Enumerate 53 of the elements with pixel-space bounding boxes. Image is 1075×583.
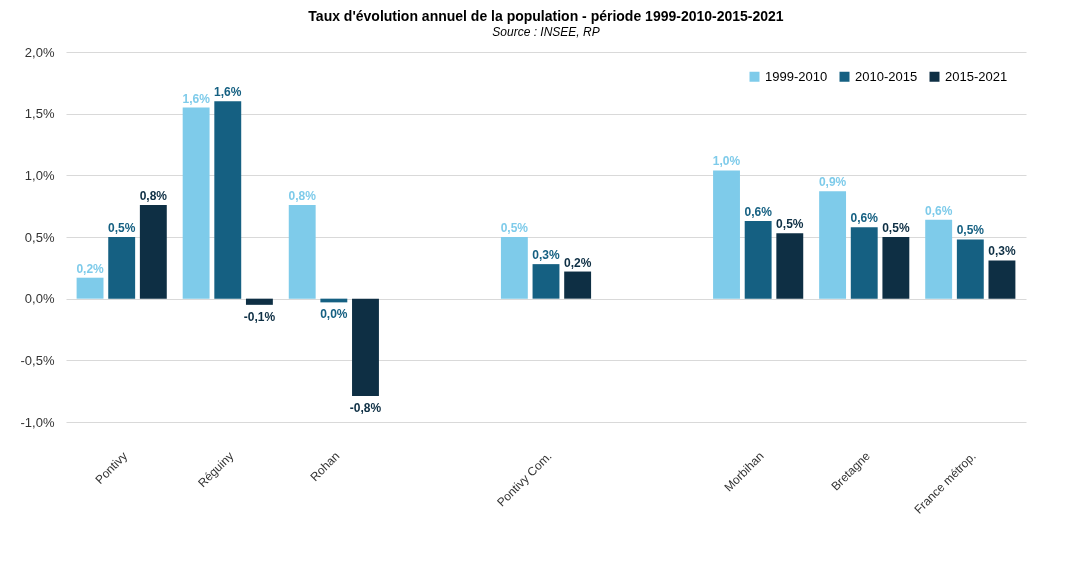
chart-subtitle: Source : INSEE, RP [492, 25, 600, 39]
bar [288, 204, 316, 299]
bar [352, 298, 379, 397]
y-tick-label: -0,5% [20, 352, 55, 368]
data-label: -0,1% [243, 309, 276, 324]
data-label: 1,6% [182, 91, 211, 106]
legend-label: 2015-2021 [945, 68, 1008, 84]
y-tick-label: 0,0% [24, 291, 55, 307]
bar [925, 219, 953, 299]
y-tick-label: 1,0% [24, 167, 55, 183]
bar [882, 237, 910, 299]
data-label: 0,5% [882, 221, 910, 235]
data-label: 0,0% [320, 307, 348, 322]
bar [744, 220, 772, 299]
data-label: 0,3% [532, 248, 560, 263]
y-tick-label: -1,0% [20, 414, 55, 430]
chart-title: Taux d'évolution annuel de la population - période 1999-2010-2015-2021 [308, 8, 784, 24]
data-label: 0,5% [500, 221, 529, 235]
bar [819, 191, 847, 299]
bar [532, 264, 560, 299]
data-label: 0,5% [956, 223, 985, 238]
y-tick-label: 1,5% [24, 106, 55, 122]
data-label: 0,2% [563, 255, 592, 270]
data-label: 0,5% [776, 217, 804, 232]
bar [776, 233, 804, 299]
data-label: 0,3% [988, 244, 1016, 259]
bar [139, 204, 167, 299]
data-label: 0,5% [108, 221, 136, 235]
bar [214, 101, 242, 299]
y-tick-label: 2,0% [24, 44, 55, 60]
bar [713, 170, 740, 299]
data-label: 0,2% [76, 261, 105, 276]
data-label: 0,6% [744, 204, 773, 219]
bar [500, 237, 528, 299]
bar [564, 271, 592, 299]
bar [850, 227, 878, 299]
bar [108, 237, 136, 299]
bar [245, 298, 273, 305]
bar [956, 239, 984, 299]
legend-label: 2010-2015 [855, 68, 918, 84]
bar [182, 107, 210, 299]
legend-label: 1999-2010 [765, 68, 828, 84]
data-label: -0,8% [349, 401, 382, 416]
bar [988, 260, 1016, 299]
data-label: 0,6% [924, 203, 953, 218]
data-label: 1,0% [712, 154, 741, 169]
data-label: 1,6% [214, 85, 242, 100]
data-label: 0,9% [818, 175, 847, 190]
y-tick-label: 0,5% [24, 229, 55, 245]
data-label: 0,8% [139, 188, 168, 203]
data-label: 0,8% [288, 188, 317, 203]
data-label: 0,6% [850, 211, 879, 226]
bar [76, 277, 104, 299]
